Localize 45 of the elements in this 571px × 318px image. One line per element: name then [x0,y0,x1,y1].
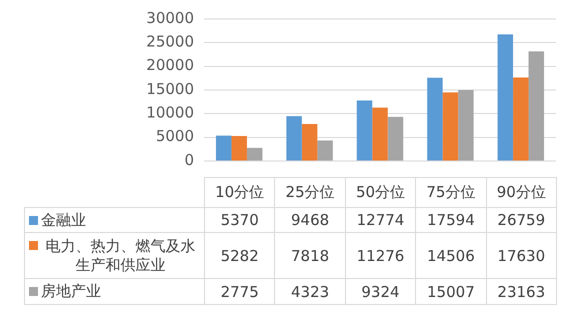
y-tick-label: 5000 [156,127,194,146]
data-label: 15007 [415,278,487,305]
data-label: 7818 [274,232,346,279]
data-label: 26759 [486,207,557,233]
bar [302,124,318,160]
bar [216,136,232,160]
data-label: 2775 [204,278,276,305]
bar [231,136,247,160]
y-tick-label: 20000 [146,56,194,74]
legend-label: 金融业 [41,210,86,230]
data-label: 23163 [486,278,557,305]
x-tick-label: 25分位 [274,177,346,208]
data-label: 9324 [344,278,416,305]
x-tick-label: 75分位 [415,177,487,208]
bar [442,92,458,160]
y-tick-label: 30000 [146,8,194,27]
data-label: 9468 [274,207,346,233]
x-tick-label: 10分位 [204,177,276,208]
bar [427,78,443,160]
x-tick-label: 50分位 [344,177,416,208]
y-tick-label: 15000 [146,80,194,98]
y-tick-label: 10000 [146,104,194,122]
bar [388,116,404,160]
x-tick-label: 90分位 [486,177,557,208]
data-label: 17630 [486,232,557,279]
data-label: 5282 [204,232,276,279]
bar [246,148,262,160]
bar [356,100,372,160]
data-label: 12774 [344,207,416,233]
legend-label: 房地产业 [41,282,101,301]
data-label: 4323 [274,278,346,305]
data-label: 5370 [204,207,276,233]
data-label: 14506 [415,232,487,279]
bar [372,108,388,160]
y-tick-label: 0 [184,150,194,169]
legend-label: 电力、热力、燃气及水生产和供应业 [44,236,196,274]
bar [498,34,514,160]
bar [317,140,333,160]
bar [286,116,302,160]
y-tick-label: 25000 [146,32,194,51]
bar [458,90,474,160]
bar [528,51,544,160]
data-label: 17594 [415,207,487,233]
bar [513,78,529,160]
data-label: 11276 [344,232,416,279]
